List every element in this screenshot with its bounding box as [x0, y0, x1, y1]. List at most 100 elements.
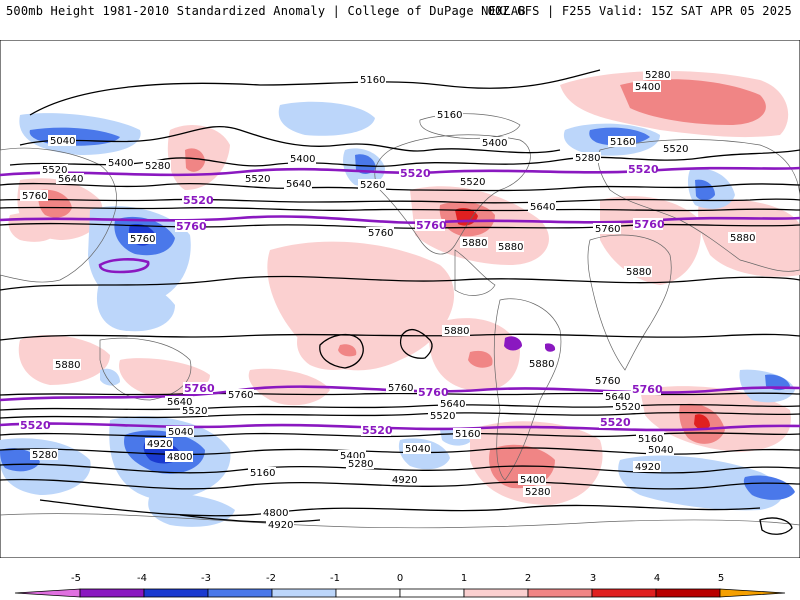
contour-label: 5760: [388, 383, 413, 394]
contour-label: 5040: [50, 136, 75, 147]
contour-label: 5880: [529, 359, 554, 370]
contour-label: 5760: [22, 191, 47, 202]
colorbar-tick: -5: [71, 573, 81, 584]
contour-label: 4920: [635, 462, 660, 473]
contour-label: 5760: [130, 234, 155, 245]
contour-label: 5160: [610, 137, 635, 148]
contour-label: 5400: [635, 82, 660, 93]
colorbar-swatch: [14, 588, 81, 598]
contour-label: 5880: [444, 326, 469, 337]
contour-label: 5160: [638, 434, 663, 445]
contour-label: 5640: [58, 174, 83, 185]
contour-label-highlight: 5760: [184, 382, 215, 395]
colorbar-swatch: [79, 588, 145, 598]
contour-label: 5160: [250, 468, 275, 479]
colorbar-swatch: [335, 588, 401, 598]
colorbar-swatch: [271, 588, 337, 598]
colorbar-tick: -4: [137, 573, 147, 584]
contour-label: 5640: [530, 202, 555, 213]
contour-label: 5760: [595, 224, 620, 235]
contour-label: 4800: [167, 452, 192, 463]
contour-label-highlight: 5760: [632, 383, 663, 396]
contour-label: 5640: [167, 397, 192, 408]
contour-label: 5880: [55, 360, 80, 371]
colorbar-swatch: [719, 588, 786, 598]
contour-label: 5760: [368, 228, 393, 239]
contour-label: 4920: [147, 439, 172, 450]
colorbar-swatch: [463, 588, 529, 598]
colorbar-swatch: [143, 588, 209, 598]
contour-label: 5400: [108, 158, 133, 169]
colorbar-tick: -2: [266, 573, 276, 584]
contour-label-highlight: 5760: [416, 219, 447, 232]
contour-label-highlight: 5760: [176, 220, 207, 233]
contour-label: 5280: [145, 161, 170, 172]
contour-label-highlight: 5520: [600, 416, 631, 429]
contour-label: 5280: [525, 487, 550, 498]
colorbar-swatch: [591, 588, 657, 598]
contour-labels: 5160 5280 5400 5040 5520 5640 5400 5280 …: [20, 69, 756, 531]
contour-label: 5520: [42, 165, 67, 176]
colorbar-swatch: [655, 588, 721, 598]
contour-label: 5520: [460, 177, 485, 188]
contour-label: 5040: [405, 444, 430, 455]
contour-label: 5880: [498, 242, 523, 253]
contour-label: 5040: [648, 445, 673, 456]
contour-label: 5520: [430, 411, 455, 422]
contour-label: 5880: [626, 267, 651, 278]
contour-label-highlight: 5520: [400, 167, 431, 180]
contour-label: 5280: [348, 459, 373, 470]
colorbar-tick: 1: [461, 573, 467, 584]
contour-label: 5640: [286, 179, 311, 190]
contour-label-highlight: 5520: [628, 163, 659, 176]
contour-label: 5280: [575, 153, 600, 164]
contour-label: 5640: [440, 399, 465, 410]
contour-label: 5160: [437, 110, 462, 121]
colorbar-tick: 0: [397, 573, 403, 584]
contour-label: 5400: [290, 154, 315, 165]
colorbar-tick: -1: [330, 573, 340, 584]
contour-label: 5040: [168, 427, 193, 438]
contour-label: 4920: [268, 520, 293, 531]
contour-label-highlight: 5520: [362, 424, 393, 437]
contour-label: 4920: [392, 475, 417, 486]
contour-label: 5400: [520, 475, 545, 486]
contour-label: 5520: [615, 402, 640, 413]
contour-label: 5280: [32, 450, 57, 461]
contour-label-highlight: 5760: [634, 218, 665, 231]
colorbar-swatch: [207, 588, 273, 598]
colorbar-swatch: [527, 588, 593, 598]
colorbar-tick: 3: [590, 573, 596, 584]
contour-label: 5520: [182, 406, 207, 417]
contour-label: 5160: [455, 429, 480, 440]
colorbar-tick: 5: [718, 573, 724, 584]
colorbar-tick: 4: [654, 573, 660, 584]
contour-label: 5880: [462, 238, 487, 249]
contour-label: 5760: [595, 376, 620, 387]
colorbar-ticks: -5 -4 -3 -2 -1 0 1 2 3 4 5: [71, 573, 724, 584]
contour-label: 5520: [663, 144, 688, 155]
contour-label: [358, 74, 386, 85]
map-title: 500mb Height 1981-2010 Standardized Anom…: [6, 4, 526, 18]
colorbar-tick: 2: [525, 573, 531, 584]
contour-label: 5280: [645, 70, 670, 81]
anomaly-colorbar: -5 -4 -3 -2 -1 0 1 2 3 4 5: [14, 573, 786, 598]
contour-label-highlight: 5760: [418, 386, 449, 399]
contour-label: 5160: [360, 75, 385, 86]
contour-label: 5640: [605, 392, 630, 403]
contour-label: 5260: [360, 180, 385, 191]
contour-label: 5760: [228, 390, 253, 401]
contour-label: 4800: [263, 508, 288, 519]
colorbar-swatches: [14, 588, 786, 598]
contour-label: 5520: [245, 174, 270, 185]
contour-label-highlight: 5520: [20, 419, 51, 432]
contour-label: 5400: [482, 138, 507, 149]
colorbar-swatch: [399, 588, 465, 598]
run-valid-time: 00Z GFS | F255 Valid: 15Z SAT APR 05 202…: [487, 4, 792, 18]
coastlines: [0, 113, 800, 529]
contour-label: 5880: [730, 233, 755, 244]
contour-label: 5400: [340, 451, 365, 462]
anomaly-map: 5160 5280 5400 5040 5520 5640 5400 5280 …: [0, 40, 800, 558]
highlight-labels: 5520 5520 5520 5760 5760 5760 5760 5760 …: [19, 163, 665, 437]
contour-label-highlight: 5520: [183, 194, 214, 207]
